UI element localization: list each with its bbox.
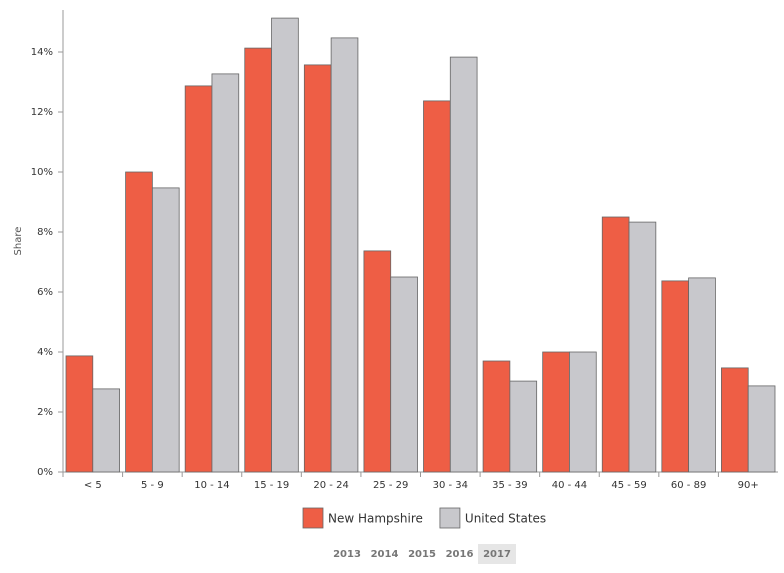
bar	[65, 355, 94, 473]
year-button[interactable]: 2013	[333, 549, 361, 560]
year-selected-bg	[478, 544, 516, 564]
year-button[interactable]: 2016	[446, 549, 474, 560]
x-tick-label: 5 - 9	[141, 480, 164, 491]
x-tick-label: 90+	[738, 480, 759, 491]
y-tick-label: 2%	[37, 407, 53, 418]
x-tick-label: 10 - 14	[194, 480, 229, 491]
legend-swatch	[439, 507, 461, 529]
bar	[390, 276, 418, 473]
bar	[542, 351, 570, 473]
x-tick-label: 40 - 44	[552, 480, 587, 491]
x-tick-label: 45 - 59	[611, 480, 646, 491]
year-button[interactable]: 2014	[371, 549, 399, 560]
bar	[303, 64, 332, 473]
y-tick-label: 0%	[37, 467, 53, 478]
x-tick-label: 15 - 19	[254, 480, 289, 491]
year-button[interactable]: 2015	[408, 549, 436, 560]
legend-label: New Hampshire	[328, 512, 423, 526]
y-tick-label: 12%	[31, 107, 53, 118]
bar	[211, 73, 240, 473]
x-tick-label: < 5	[84, 480, 102, 491]
y-tick-label: 14%	[31, 47, 53, 58]
bar	[569, 351, 597, 473]
bar	[184, 85, 213, 473]
bar	[271, 17, 299, 473]
year-button[interactable]: 2017	[483, 549, 511, 560]
x-tick-label: 60 - 89	[671, 480, 706, 491]
legend-label: United States	[465, 512, 546, 526]
x-tick-label: 35 - 39	[492, 480, 527, 491]
bar	[628, 221, 657, 473]
y-tick-label: 8%	[37, 227, 53, 238]
bar	[482, 360, 511, 473]
y-tick-label: 6%	[37, 287, 53, 298]
bar	[601, 216, 630, 473]
bar	[363, 250, 392, 473]
x-tick-label: 25 - 29	[373, 480, 408, 491]
bar	[721, 367, 749, 473]
bar	[423, 100, 451, 473]
bar	[244, 47, 272, 473]
bar	[661, 280, 690, 473]
x-tick-label: 30 - 34	[433, 480, 468, 491]
legend-swatch	[302, 507, 324, 529]
y-axis-title: Share	[13, 227, 24, 256]
bar	[747, 385, 776, 473]
bar	[688, 277, 716, 473]
bar	[151, 187, 180, 473]
y-tick-label: 4%	[37, 347, 53, 358]
bar	[330, 37, 359, 473]
bar	[92, 388, 120, 473]
x-tick-label: 20 - 24	[313, 480, 348, 491]
bar	[449, 56, 478, 473]
bar	[509, 380, 538, 473]
bar	[125, 171, 153, 473]
y-tick-label: 10%	[31, 167, 53, 178]
